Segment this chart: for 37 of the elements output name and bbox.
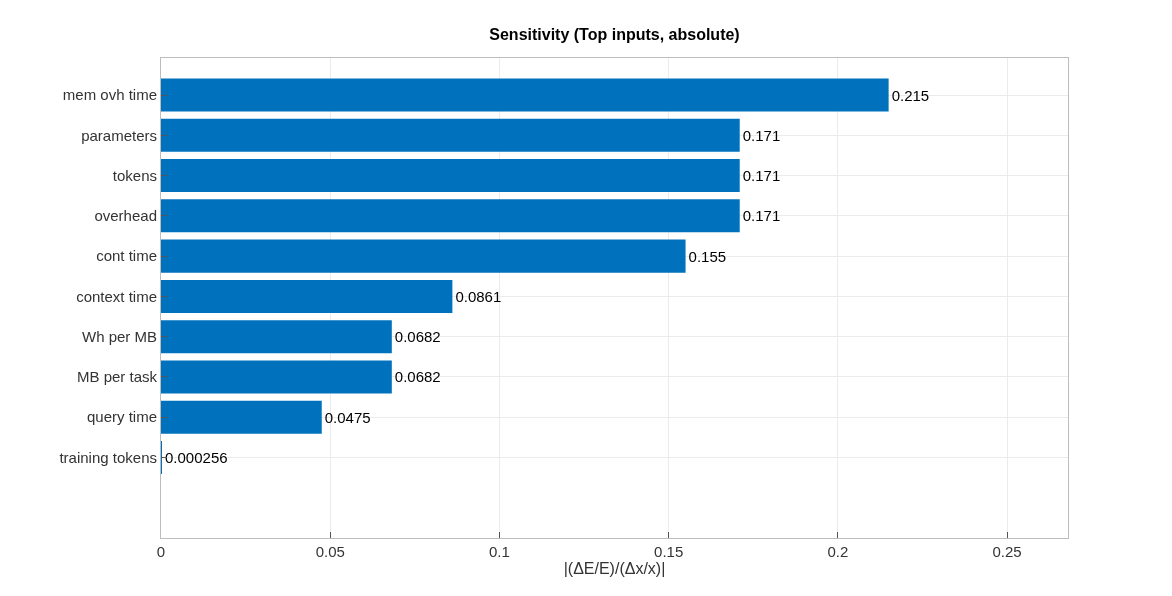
data-label: 0.0682 (394, 328, 441, 346)
y-tick-label: parameters (81, 126, 157, 144)
bar (161, 118, 740, 152)
y-tick-label: overhead (94, 207, 157, 225)
x-tick-label: 0.15 (654, 543, 684, 560)
y-tick-label: MB per task (76, 368, 158, 386)
x-tick-label: 0.05 (315, 543, 345, 560)
x-tick-label: 0.25 (992, 543, 1022, 560)
x-tick-label: 0.1 (489, 543, 510, 560)
chart-title: Sensitivity (Top inputs, absolute) (489, 26, 740, 43)
data-label: 0.171 (742, 126, 781, 144)
data-label: 0.0861 (455, 287, 502, 305)
x-tick-label: 0 (156, 543, 166, 560)
y-tick-label: mem ovh time (62, 86, 157, 104)
bar (161, 78, 889, 112)
bar (161, 279, 453, 313)
data-label: 0.215 (891, 86, 930, 104)
x-tick-label: 0.2 (827, 543, 849, 560)
data-label: 0.0682 (394, 368, 441, 386)
x-axis-title: |(ΔE/E)/(Δx/x)| (563, 560, 666, 577)
data-label: 0.171 (742, 207, 781, 225)
y-tick-label: cont time (96, 247, 157, 265)
bar (161, 360, 392, 394)
bar (161, 239, 686, 273)
data-label: 0.171 (742, 167, 781, 185)
y-tick-label: training tokens (59, 448, 157, 466)
data-label: 0.155 (688, 247, 727, 265)
y-tick-label: Wh per MB (81, 327, 157, 345)
y-tick-label: context time (76, 287, 157, 305)
data-label: 0.0475 (324, 408, 371, 426)
bar (161, 199, 740, 233)
bar (161, 320, 392, 354)
y-tick-label: tokens (112, 166, 157, 184)
bar (161, 400, 322, 434)
y-tick-label: query time (86, 408, 157, 426)
bar (161, 159, 740, 193)
data-label: 0.000256 (165, 448, 228, 466)
